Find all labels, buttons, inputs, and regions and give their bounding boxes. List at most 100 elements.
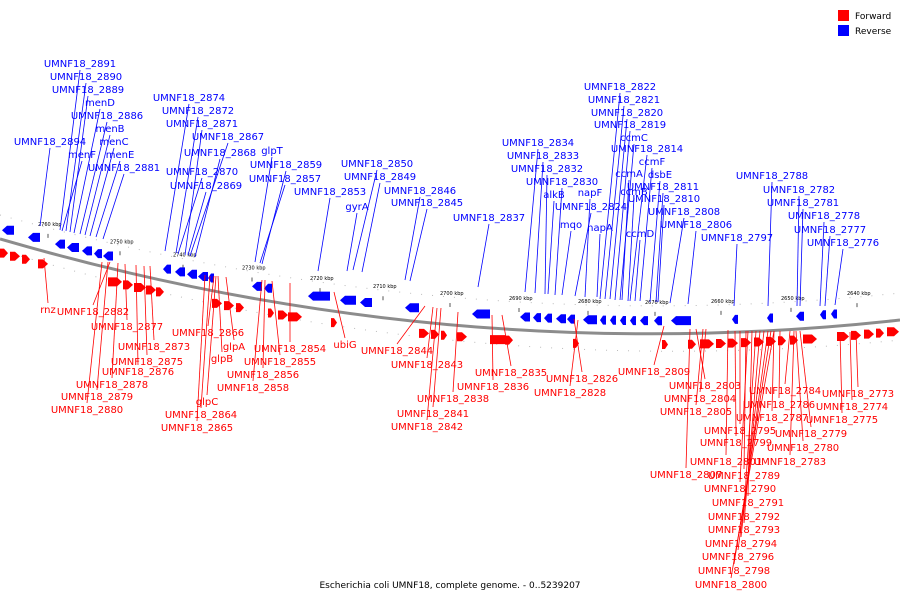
- forward-gene-arrow: [728, 338, 738, 348]
- forward-gene-label: UMNF18_2864: [165, 410, 237, 421]
- forward-genes: [0, 248, 899, 350]
- reverse-gene-arrow: [252, 281, 262, 291]
- reverse-gene-label: ccmD: [626, 229, 655, 240]
- forward-gene-leader: [491, 314, 494, 381]
- reverse-gene-label: ccmA: [615, 169, 643, 180]
- reverse-labels: UMNF18_2891 UMNF18_2890 UMNF18_2889 menD UMN…: [14, 59, 879, 307]
- reverse-gene-leader: [609, 118, 628, 300]
- scale-tick-label: 2730 kbp: [242, 266, 266, 272]
- forward-gene-arrow: [419, 328, 429, 338]
- reverse-gene-arrow: [94, 249, 102, 259]
- reverse-gene-arrow: [671, 316, 691, 326]
- reverse-gene-leader: [409, 208, 428, 282]
- reverse-gene-leader: [584, 198, 591, 298]
- reverse-gene-arrow: [654, 316, 662, 326]
- reverse-gene-arrow: [82, 246, 92, 256]
- reverse-gene-label: UMNF18_2891: [44, 59, 116, 70]
- reverse-gene-arrow: [28, 232, 40, 242]
- reverse-gene-leader: [733, 243, 738, 307]
- forward-gene-label: UMNF18_2879: [61, 392, 133, 403]
- forward-gene-label: UMNF18_2791: [712, 498, 784, 509]
- reverse-gene-leader: [627, 197, 635, 302]
- reverse-gene-label: UMNF18_2821: [588, 95, 660, 106]
- reverse-gene-leader: [524, 148, 539, 293]
- forward-gene-leader: [695, 328, 704, 406]
- reverse-gene-leader: [404, 196, 421, 281]
- forward-gene-leader: [855, 331, 859, 388]
- forward-gene-label: UMNF18_2836: [457, 382, 529, 393]
- reverse-gene-arrow: [360, 298, 372, 308]
- reverse-gene-label: UMNF18_2857: [249, 174, 321, 185]
- forward-gene-label: UMNF18_2807: [650, 470, 722, 481]
- forward-gene-label: UMNF18_2805: [660, 407, 732, 418]
- forward-gene-leader: [743, 330, 757, 511]
- forward-gene-label: UMNF18_2804: [664, 394, 736, 405]
- reverse-gene-label: UMNF18_2868: [184, 148, 256, 159]
- reverse-gene-leader: [561, 230, 572, 296]
- forward-gene-leader: [333, 291, 346, 339]
- reverse-gene-arrow: [544, 313, 552, 323]
- forward-labels: rnz UMNF18_2882 UMNF18_2877 UMNF18_2873 UMNF…: [40, 257, 894, 591]
- reverse-gene-label: UMNF18_2845: [391, 198, 463, 209]
- forward-gene-arrow: [236, 303, 244, 313]
- reverse-gene-leader: [604, 105, 625, 300]
- reverse-gene-label: UMNF18_2849: [344, 172, 416, 183]
- forward-gene-label: UMNF18_2835: [475, 368, 547, 379]
- forward-gene-label: UMNF18_2773: [822, 389, 894, 400]
- forward-gene-label: UMNF18_2877: [91, 322, 163, 333]
- reverse-gene-arrow: [640, 316, 648, 326]
- forward-gene-label: UMNF18_2826: [546, 374, 618, 385]
- scale-tick-label: 2690 kbp: [509, 296, 533, 302]
- reverse-gene-label: UMNF18_2889: [52, 85, 124, 96]
- legend-reverse-label: Reverse: [855, 27, 892, 37]
- reverse-gene-arrow: [405, 303, 419, 313]
- forward-gene-label: UMNF18_2876: [102, 367, 174, 378]
- reverse-gene-arrow: [198, 271, 208, 281]
- reverse-gene-label: napF: [578, 188, 603, 199]
- reverse-gene-arrow: [472, 309, 490, 319]
- forward-gene-leader: [207, 275, 215, 327]
- reverse-gene-leader: [189, 142, 229, 257]
- forward-gene-leader: [739, 330, 749, 483]
- reverse-gene-label: UMNF18_2859: [250, 160, 322, 171]
- scale: 2760 kbp 2750 kbp 2740 kbp 2730 kbp 2720 kbp…: [38, 222, 871, 316]
- forward-gene-arrow: [156, 287, 164, 297]
- reverse-gene-leader: [69, 95, 89, 233]
- reverse-gene-label: napA: [587, 223, 613, 234]
- reverse-gene-leader: [102, 173, 125, 240]
- reverse-gene-label: UMNF18_2886: [71, 111, 143, 122]
- forward-gene-label: UMNF18_2842: [391, 422, 463, 433]
- forward-gene-leader: [135, 264, 139, 366]
- scale-tick-label: 2680 kbp: [578, 299, 602, 305]
- reverse-gene-leader: [39, 147, 51, 227]
- reverse-gene-arrow: [2, 225, 14, 235]
- reverse-gene-label: UMNF18_2872: [162, 106, 234, 117]
- reverse-gene-label: UMNF18_2850: [341, 159, 413, 170]
- forward-gene-arrow: [766, 336, 776, 346]
- reverse-gene-label: ccmF: [639, 157, 666, 168]
- reverse-gene-arrow: [187, 269, 197, 279]
- forward-gene-leader: [501, 314, 512, 367]
- reverse-gene-label: UMNF18_2881: [88, 163, 160, 174]
- forward-gene-leader: [795, 330, 804, 442]
- legend-forward-label: Forward: [855, 12, 891, 22]
- caption: Escherichia coli UMNF18, complete genome…: [319, 581, 580, 591]
- forward-gene-label: UMNF18_2854: [254, 344, 326, 355]
- reverse-gene-arrow: [308, 291, 330, 301]
- forward-gene-arrow: [778, 336, 786, 346]
- reverse-gene-label: UMNF18_2776: [807, 238, 879, 249]
- reverse-gene-label: menB: [95, 124, 124, 135]
- forward-gene-leader: [426, 307, 438, 421]
- forward-gene-leader: [262, 279, 266, 369]
- reverse-gene-arrow: [796, 311, 804, 321]
- scale-tick-label: 2720 kbp: [310, 276, 334, 282]
- scale-tick-label: 2650 kbp: [781, 296, 805, 302]
- forward-gene-arrow: [837, 331, 849, 341]
- reverse-gene-leader: [261, 170, 287, 265]
- reverse-gene-label: mqo: [560, 220, 582, 231]
- forward-gene-arrow: [864, 329, 874, 339]
- forward-gene-label: UMNF18_2875: [111, 357, 183, 368]
- reverse-gene-arrow: [732, 314, 738, 324]
- reverse-gene-leader: [177, 177, 203, 255]
